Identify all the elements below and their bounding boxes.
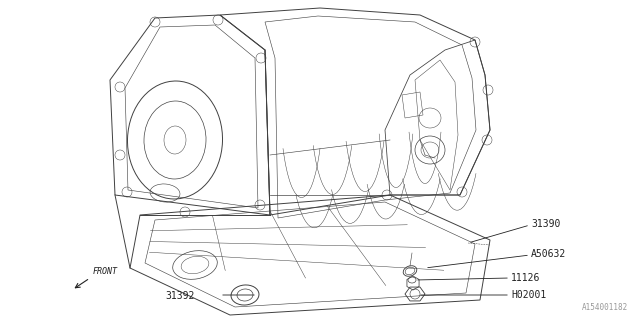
Text: A154001182: A154001182 [582, 303, 628, 312]
Text: 11126: 11126 [511, 273, 540, 283]
Text: FRONT: FRONT [93, 268, 118, 276]
Text: 31390: 31390 [531, 219, 561, 229]
Text: H02001: H02001 [511, 290, 547, 300]
Text: A50632: A50632 [531, 249, 566, 259]
Text: 31392: 31392 [165, 291, 195, 301]
